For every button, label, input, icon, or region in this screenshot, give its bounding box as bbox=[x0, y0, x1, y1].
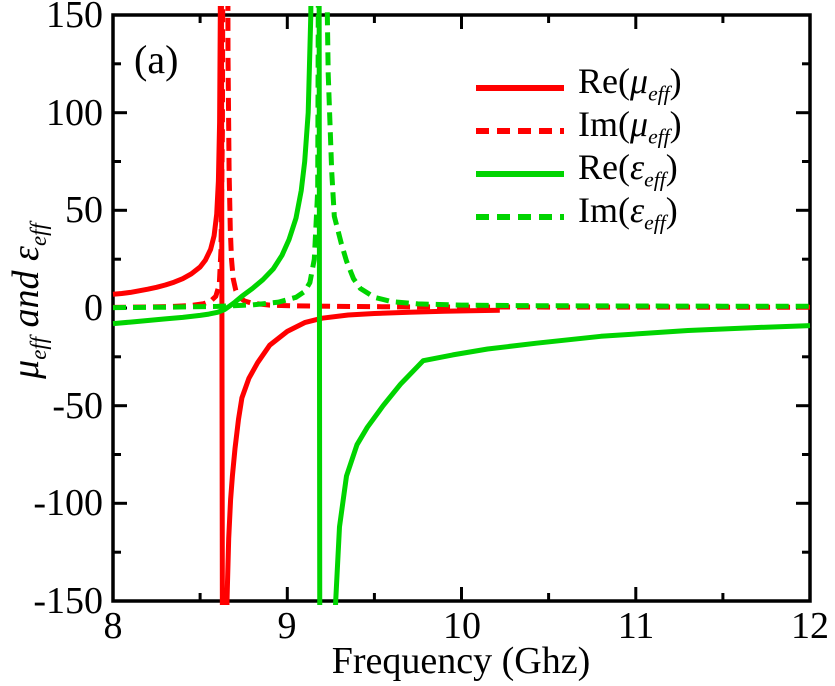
x-tick-label: 10 bbox=[443, 605, 481, 647]
curve-re-eps-eff bbox=[112, 6, 811, 605]
legend-subscript: eff bbox=[648, 81, 670, 106]
legend-symbol: ε bbox=[629, 147, 645, 188]
y-axis-title-subscript: eff bbox=[25, 336, 51, 360]
legend-line-sample bbox=[476, 127, 564, 134]
legend-symbol: μ bbox=[629, 104, 649, 145]
legend-line-sample bbox=[476, 170, 564, 177]
x-tick-label: 12 bbox=[791, 605, 829, 647]
legend-item-re-eps-eff: Re(εeff) bbox=[476, 147, 682, 195]
panel-label: (a) bbox=[134, 37, 179, 82]
legend-item-re-mu-eff: Re(μeff) bbox=[476, 61, 682, 109]
y-tick-label: -100 bbox=[33, 482, 103, 524]
legend-item-im-eps-eff: Im(εeff) bbox=[476, 190, 682, 238]
y-axis-title-text: μ bbox=[5, 359, 47, 379]
legend-line-sample bbox=[476, 213, 564, 220]
y-tick-label: 150 bbox=[46, 0, 103, 36]
legend-line-sample bbox=[476, 84, 564, 91]
legend: Re(μeff) Im(μeff) Re(εeff) Im(εeff) bbox=[476, 61, 682, 238]
x-tick-label: 11 bbox=[617, 605, 655, 647]
y-tick-label: 0 bbox=[84, 287, 103, 329]
legend-item-label: Re(μeff) bbox=[578, 61, 682, 106]
curve-im-mu-eff bbox=[112, 6, 810, 310]
legend-subscript: eff bbox=[648, 124, 670, 149]
y-axis-title-text: ε bbox=[5, 245, 47, 261]
y-axis-title-subscript: eff bbox=[25, 223, 51, 246]
legend-item-label: Im(εeff) bbox=[578, 190, 678, 235]
legend-item-label: Re(εeff) bbox=[578, 147, 678, 192]
y-tick-label: -150 bbox=[33, 580, 103, 622]
legend-subscript: eff bbox=[644, 167, 666, 192]
legend-symbol: ε bbox=[629, 190, 645, 231]
y-axis-title-text: and bbox=[5, 260, 47, 337]
y-tick-label: 100 bbox=[46, 92, 103, 134]
x-tick-label: 9 bbox=[277, 605, 297, 647]
x-tick-label: 8 bbox=[103, 605, 123, 647]
legend-item-im-mu-eff: Im(μeff) bbox=[476, 104, 682, 152]
legend-item-label: Im(μeff) bbox=[578, 104, 682, 149]
y-tick-label: 50 bbox=[65, 189, 103, 231]
legend-symbol: μ bbox=[629, 61, 649, 102]
legend-subscript: eff bbox=[644, 210, 666, 235]
curve-im-eps-eff bbox=[112, 6, 810, 311]
y-tick-label: -50 bbox=[52, 385, 103, 427]
x-axis-title: Frequency (Ghz) bbox=[331, 640, 591, 682]
y-axis-title: μeff and εeff bbox=[4, 81, 51, 521]
curve-re-mu-eff bbox=[112, 6, 500, 605]
